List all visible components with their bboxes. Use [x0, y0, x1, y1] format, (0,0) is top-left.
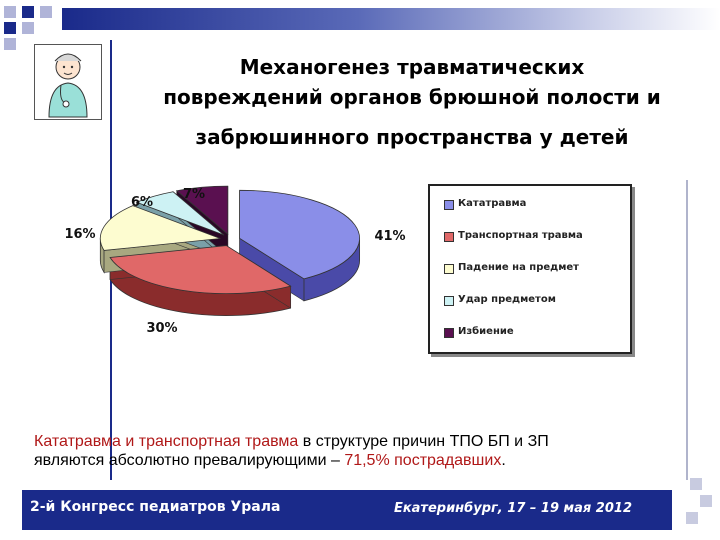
footer-bar: 2-й Конгресс педиатров Урала Екатеринбур… — [22, 490, 672, 530]
right-divider — [686, 180, 688, 480]
legend-swatch — [444, 200, 454, 210]
legend-label: Транспортная травма — [458, 230, 583, 241]
legend-item: Падение на предмет — [444, 262, 579, 274]
pie-data-label: 30% — [146, 321, 177, 336]
decor-square — [700, 495, 712, 507]
decor-square — [22, 22, 34, 34]
legend-swatch — [444, 264, 454, 274]
legend-item: Избиение — [444, 326, 514, 338]
caption-fragment: . — [501, 452, 506, 469]
pie-slice — [99, 205, 221, 251]
legend-item: Транспортная травма — [444, 230, 583, 242]
caption-highlight: 71,5% пострадавших — [344, 452, 502, 469]
decor-square — [4, 6, 16, 18]
pie-slice — [135, 191, 225, 236]
pie-chart: 41% 30% 16% 6% 7% — [52, 182, 422, 342]
pie-slice — [175, 185, 229, 236]
decor-square — [22, 6, 34, 18]
decor-square — [40, 6, 52, 18]
legend-swatch — [444, 296, 454, 306]
caption-text: Кататравма и транспортная травма в струк… — [34, 432, 694, 470]
pie-data-label: 41% — [374, 229, 405, 244]
pie-data-label: 7% — [183, 187, 205, 202]
decor-square — [4, 22, 16, 34]
chart-legend: Кататравма Транспортная травма Падение н… — [428, 184, 632, 354]
legend-label: Падение на предмет — [458, 262, 579, 273]
doctor-illustration — [34, 44, 102, 120]
legend-label: Удар предметом — [458, 294, 556, 305]
legend-item: Кататравма — [444, 198, 527, 210]
caption-fragment: в структуре причин ТПО БП и ЗП — [298, 433, 549, 450]
decor-square — [4, 38, 16, 50]
decor-square — [690, 478, 702, 490]
title-line-1: Механогенез травматических — [239, 55, 585, 79]
caption-fragment: являются абсолютно превалирующими – — [34, 452, 345, 469]
legend-swatch — [444, 232, 454, 242]
page-title: Механогенез травматических повреждений о… — [112, 52, 712, 152]
header-bar — [62, 8, 720, 30]
legend-label: Избиение — [458, 326, 514, 337]
title-line-3: забрюшинного пространства у детей — [195, 125, 629, 149]
decor-square — [686, 512, 698, 524]
legend-item: Удар предметом — [444, 294, 556, 306]
pie-data-label: 16% — [64, 227, 95, 242]
legend-swatch — [444, 328, 454, 338]
pie-data-label: 6% — [131, 195, 153, 210]
pie-slice — [239, 189, 360, 280]
footer-congress: 2-й Конгресс педиатров Урала — [30, 499, 281, 515]
title-line-2: повреждений органов брюшной полости и — [163, 85, 661, 109]
pie-slice — [109, 245, 292, 294]
legend-label: Кататравма — [458, 198, 527, 209]
footer-location-date: Екатеринбург, 17 – 19 мая 2012 — [393, 501, 632, 516]
caption-highlight: Кататравма и транспортная травма — [34, 433, 299, 450]
